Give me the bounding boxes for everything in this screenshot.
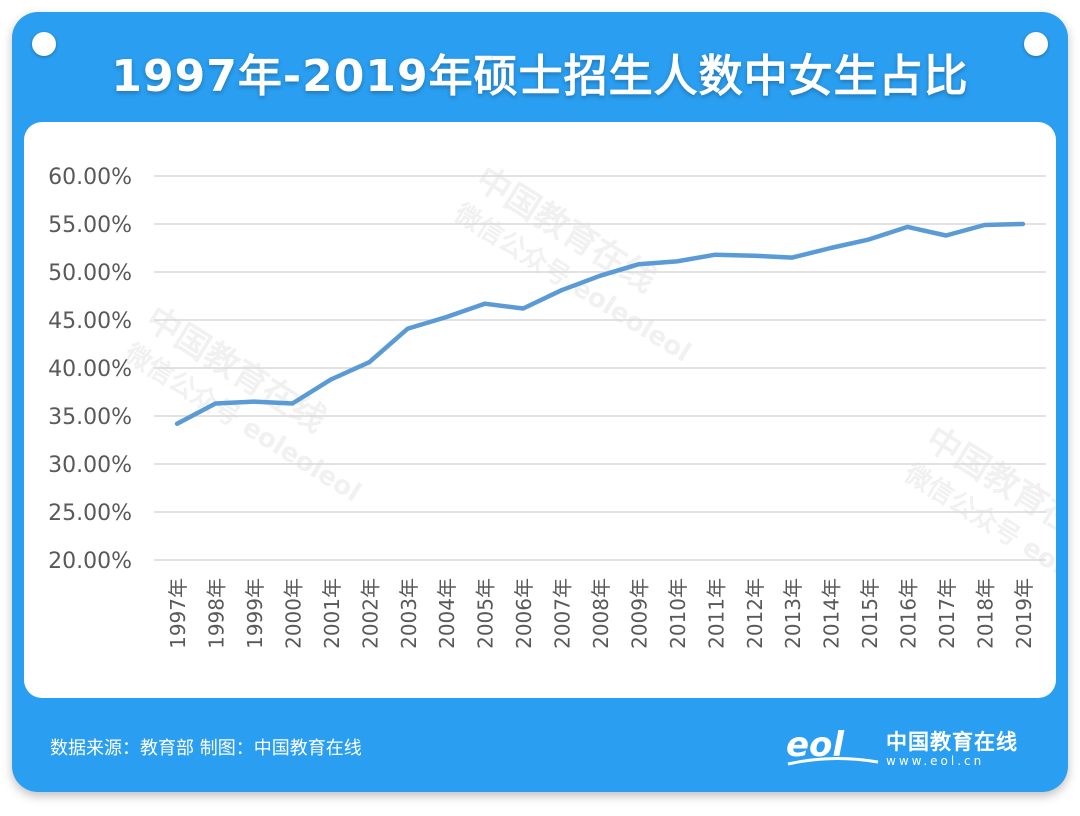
x-tick-label: 1999年 — [243, 578, 267, 649]
y-axis-ticks: 60.00% 55.00% 50.00% 45.00% 40.00% 35.00% 30.0… — [48, 165, 132, 574]
x-tick-label: 2006年 — [512, 578, 536, 649]
y-tick-label: 30.00% — [48, 453, 132, 478]
x-tick-label: 2000年 — [281, 578, 305, 649]
series-line — [174, 221, 1026, 426]
decorative-dot-left — [32, 32, 56, 56]
data-point — [328, 377, 333, 382]
y-tick-label: 60.00% — [48, 165, 132, 190]
data-point — [598, 273, 602, 278]
y-tick-label: 55.00% — [48, 213, 132, 238]
data-point — [521, 306, 526, 311]
data-point — [175, 421, 180, 426]
data-point — [405, 326, 410, 331]
logo-name: 中国教育在线 — [886, 730, 1018, 754]
y-tick-label: 45.00% — [48, 309, 132, 334]
data-point — [674, 259, 679, 264]
x-tick-label: 2019年 — [1012, 578, 1036, 649]
series — [174, 221, 1026, 426]
logo-url: www.eol.cn — [886, 754, 985, 768]
x-tick-label: 2010年 — [666, 578, 690, 649]
x-tick-label: 2017年 — [935, 578, 959, 649]
x-tick-label: 2001年 — [320, 578, 344, 649]
data-point — [444, 315, 449, 320]
x-tick-label: 2007年 — [551, 578, 575, 649]
x-tick-label: 2013年 — [781, 578, 805, 649]
data-point — [828, 246, 833, 250]
data-point — [213, 401, 218, 406]
x-tick-label: 2011年 — [704, 578, 728, 649]
data-point — [251, 399, 256, 404]
y-tick-label: 40.00% — [48, 357, 132, 382]
chart-card: 中国教育在线 微信公众号 eoleoleol 中国教育在线 微信公众号 eole… — [24, 122, 1056, 698]
x-tick-label: 2014年 — [820, 578, 844, 649]
eol-logo-mark: eol — [786, 725, 879, 766]
data-point — [559, 288, 564, 293]
x-tick-label: 2012年 — [743, 578, 767, 649]
y-tick-label: 50.00% — [48, 261, 132, 286]
data-point — [1020, 222, 1025, 226]
x-tick-label: 2018年 — [973, 578, 997, 649]
data-point — [713, 252, 718, 257]
x-tick-label: 2015年 — [858, 578, 882, 649]
x-tick-label: 2003年 — [397, 578, 421, 649]
x-axis-ticks: 1997年 1998年 1999年 2000年 2001年 2002年 2003年 2004年… — [166, 578, 1036, 649]
data-point — [982, 222, 987, 227]
x-tick-label: 2004年 — [435, 578, 459, 649]
data-point — [367, 360, 372, 365]
eol-logo: eol 中国教育在线 www.eol.cn — [782, 722, 1052, 774]
data-point — [290, 401, 295, 406]
x-tick-label: 2009年 — [627, 578, 651, 649]
y-tick-label: 35.00% — [48, 405, 132, 430]
data-point — [944, 233, 949, 238]
y-tick-label: 20.00% — [48, 549, 132, 574]
y-tick-label: 25.00% — [48, 501, 132, 526]
x-tick-label: 1998年 — [205, 578, 229, 649]
data-point — [867, 237, 872, 242]
data-point — [636, 262, 641, 267]
chart-title: 1997年-2019年硕士招生人数中女生占比 — [111, 51, 969, 102]
line-chart: 60.00% 55.00% 50.00% 45.00% 40.00% 35.00% 30.0… — [48, 165, 1046, 649]
footer-source: 数据来源：教育部 制图：中国教育在线 — [50, 738, 362, 759]
x-tick-label: 2008年 — [589, 578, 613, 649]
data-point — [482, 301, 487, 306]
data-point — [790, 255, 795, 260]
x-tick-label: 1997年 — [166, 578, 190, 649]
x-tick-label: 2005年 — [474, 578, 498, 649]
data-point — [751, 253, 756, 258]
x-tick-label: 2016年 — [897, 578, 921, 649]
data-point — [905, 224, 910, 229]
x-tick-label: 2002年 — [358, 578, 382, 649]
decorative-dot-right — [1024, 32, 1048, 56]
gridlines — [154, 175, 1046, 561]
